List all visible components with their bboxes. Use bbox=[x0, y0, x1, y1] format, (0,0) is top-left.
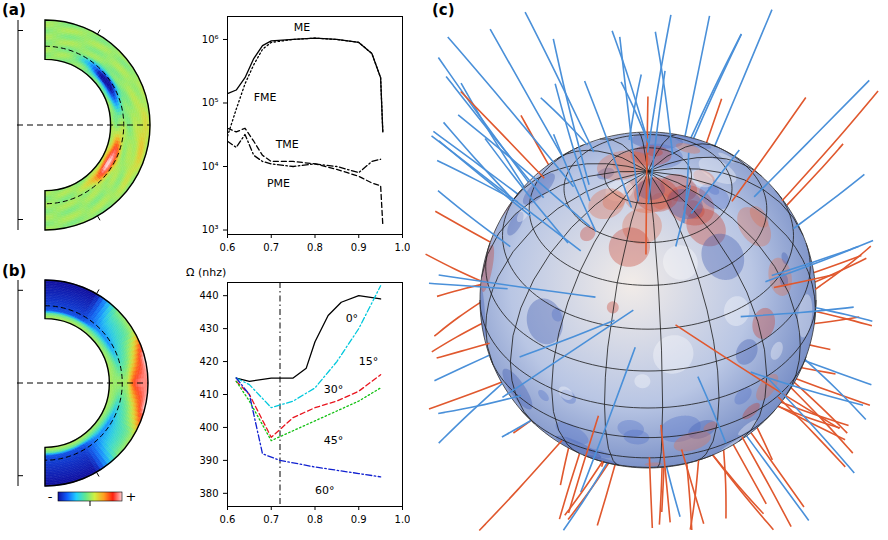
svg-text:60°: 60° bbox=[315, 484, 335, 497]
svg-text:0.7: 0.7 bbox=[263, 514, 279, 525]
svg-text:0.6: 0.6 bbox=[220, 242, 236, 253]
svg-text:10⁶: 10⁶ bbox=[202, 34, 219, 45]
svg-text:30°: 30° bbox=[324, 383, 344, 396]
svg-text:0.6: 0.6 bbox=[220, 514, 236, 525]
svg-text:0.9: 0.9 bbox=[351, 514, 367, 525]
svg-text:45°: 45° bbox=[324, 434, 344, 447]
html-text:Ω (nhz): Ω (nhz) bbox=[186, 266, 227, 279]
svg-text:1.0: 1.0 bbox=[395, 242, 410, 253]
svg-text:TME: TME bbox=[275, 138, 299, 151]
svg-text:0°: 0° bbox=[346, 312, 359, 325]
html-text:(c): (c) bbox=[432, 1, 455, 19]
html-text:(a): (a) bbox=[2, 1, 26, 19]
svg-text:15°: 15° bbox=[359, 355, 379, 368]
svg-text:+: + bbox=[126, 489, 137, 504]
html-text:(b): (b) bbox=[2, 262, 27, 280]
svg-text:1.0: 1.0 bbox=[395, 514, 410, 525]
svg-text:380: 380 bbox=[199, 488, 218, 499]
svg-text:390: 390 bbox=[199, 455, 218, 466]
svg-text:ME: ME bbox=[294, 21, 310, 34]
svg-text:400: 400 bbox=[199, 422, 218, 433]
svg-text:0.8: 0.8 bbox=[307, 242, 323, 253]
svg-text:PME: PME bbox=[267, 177, 290, 190]
svg-text:0.7: 0.7 bbox=[263, 242, 279, 253]
svg-text:10⁴: 10⁴ bbox=[202, 161, 219, 172]
svg-text:0.8: 0.8 bbox=[307, 514, 323, 525]
svg-text:10³: 10³ bbox=[202, 224, 219, 235]
svg-text:440: 440 bbox=[199, 290, 218, 301]
svg-text:0.9: 0.9 bbox=[351, 242, 367, 253]
svg-text:-: - bbox=[48, 489, 53, 504]
svg-text:420: 420 bbox=[199, 356, 218, 367]
svg-text:10⁵: 10⁵ bbox=[202, 97, 219, 108]
svg-text:FME: FME bbox=[254, 91, 277, 104]
svg-text:410: 410 bbox=[199, 389, 218, 400]
svg-text:430: 430 bbox=[199, 323, 218, 334]
